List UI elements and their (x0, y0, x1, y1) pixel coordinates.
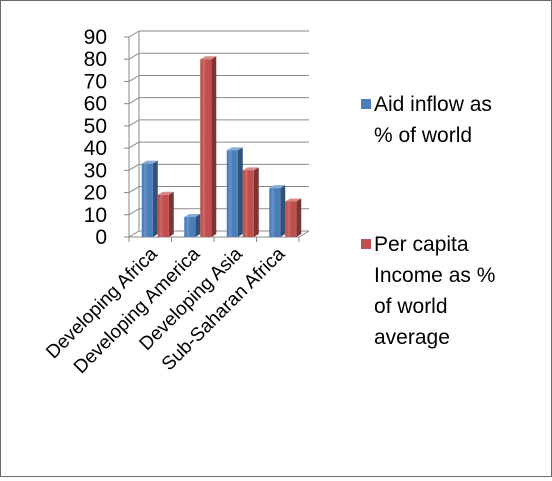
bar-top (157, 191, 174, 195)
bar-side (195, 214, 201, 237)
bar (269, 185, 286, 237)
bar-front (141, 163, 153, 237)
gridline-depth (128, 186, 140, 193)
bar-highlight (244, 170, 248, 237)
legend-label-line: Income as % (374, 264, 495, 287)
bar-front (200, 59, 212, 237)
y-tick-label: 30 (84, 159, 107, 182)
y-tick-label: 50 (84, 115, 107, 138)
bar-highlight (186, 217, 190, 237)
legend-label-line: % of world (374, 124, 472, 147)
bar-highlight (271, 188, 275, 237)
bar-front (226, 150, 238, 237)
y-tick-label: 10 (84, 204, 107, 227)
gridline-depth (128, 52, 140, 60)
gridline-depth (128, 75, 140, 82)
gridline-depth (128, 30, 140, 38)
bar-front (242, 170, 254, 237)
bar-side (237, 147, 243, 237)
y-tick-label: 70 (84, 70, 107, 93)
bar-top (141, 160, 158, 164)
bar-front (285, 201, 297, 237)
bar-front (157, 194, 169, 237)
bar-front (184, 217, 196, 237)
gridline-depth (128, 119, 140, 127)
gridline-depth (128, 163, 140, 171)
bar-top (242, 167, 259, 171)
bar (141, 160, 158, 237)
legend-label-line: Per capita (374, 233, 469, 256)
legend-label-line: of world (374, 295, 448, 318)
bar-highlight (159, 194, 163, 237)
legend-label-line: average (374, 326, 450, 349)
bar (226, 147, 243, 237)
bar-top (200, 56, 217, 60)
bar (242, 167, 259, 237)
bar-top (226, 147, 243, 151)
bar-highlight (287, 201, 291, 237)
legend: Aid inflow as % of world Per capita Income … (361, 93, 495, 349)
gridline-depth (128, 97, 140, 105)
axes (124, 31, 310, 242)
bars (141, 56, 302, 237)
legend-swatch (361, 99, 371, 109)
bar-top (285, 198, 302, 202)
bar (285, 198, 302, 237)
bar (200, 56, 217, 237)
bar-side (296, 198, 302, 237)
bar-highlight (202, 59, 206, 237)
y-tick-label: 80 (84, 48, 107, 71)
legend-label-line: Aid inflow as (374, 93, 492, 116)
bar-highlight (143, 163, 147, 237)
bar-front (269, 188, 281, 237)
y-tick-label: 0 (95, 226, 107, 249)
gridline-depth (128, 208, 140, 216)
bar-side (152, 160, 158, 237)
y-tick-label: 40 (84, 137, 107, 160)
bar-side (168, 191, 174, 237)
legend-swatch (361, 239, 371, 249)
gridlines (128, 30, 309, 238)
floor-edge (298, 230, 310, 238)
bar-top (184, 214, 201, 217)
gridline-depth (128, 230, 140, 238)
bar-side (211, 56, 217, 237)
y-tick-label: 60 (84, 93, 107, 116)
gridline-depth (128, 141, 140, 149)
bar (184, 214, 201, 237)
bar-highlight (228, 150, 232, 237)
y-tick-label: 90 (84, 26, 107, 49)
bar-side (280, 185, 286, 237)
bar-top (269, 185, 286, 189)
bar (157, 191, 174, 237)
legend-item: Per capita Income as % of world average (361, 233, 495, 349)
bar-side (253, 167, 259, 237)
y-tick-label: 20 (84, 182, 107, 205)
legend-item: Aid inflow as % of world (361, 93, 492, 147)
